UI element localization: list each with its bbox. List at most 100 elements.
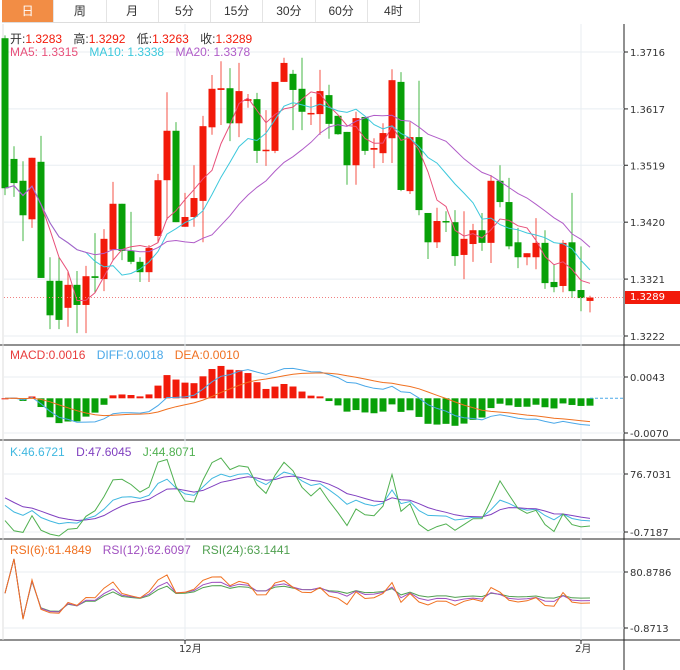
tab-15min[interactable]: 15分 <box>211 0 264 22</box>
candle-up <box>523 253 531 258</box>
price-tick-label: 1.3321 <box>630 275 665 286</box>
candle-up <box>163 130 171 181</box>
candle-down <box>136 261 144 273</box>
ma5-line <box>4 91 591 302</box>
macd-bar <box>298 391 306 399</box>
macd-bar <box>406 398 414 411</box>
candle-up <box>109 203 117 250</box>
macd-bar <box>280 383 288 399</box>
candle-down <box>514 242 522 258</box>
macd-bar <box>532 398 540 405</box>
low-label: 低: <box>136 32 153 46</box>
candle-up <box>244 99 252 101</box>
candle-up <box>181 216 189 227</box>
macd-bar <box>361 398 369 413</box>
candle-up <box>388 80 396 139</box>
tab-60min[interactable]: 60分 <box>315 0 368 22</box>
j-line <box>4 457 591 537</box>
period-tabs: 日 周 月 5分 15分 30分 60分 4时 <box>2 0 420 23</box>
macd-bar <box>352 398 360 411</box>
candle-down <box>289 73 297 90</box>
ma10-line <box>4 102 591 276</box>
candle-down <box>496 180 504 203</box>
macd-bar <box>505 398 513 406</box>
macd-bar <box>46 398 54 418</box>
macd-bar <box>118 394 126 399</box>
macd-bar <box>496 398 504 404</box>
macd-bar <box>244 373 252 399</box>
ma10-value: MA10: 1.3338 <box>89 45 165 59</box>
macd-value: MACD:0.0016 <box>10 348 86 362</box>
candle-up <box>199 126 207 201</box>
price-tick-label: 1.3222 <box>630 332 665 343</box>
rsi-tick-label: -0.8713 <box>630 624 669 635</box>
macd-bar <box>559 398 567 404</box>
candle-up <box>559 242 567 286</box>
macd-bar <box>190 383 198 399</box>
price-tick-label: 1.3420 <box>630 218 665 229</box>
tab-4h[interactable]: 4时 <box>367 0 420 22</box>
candle-down <box>424 212 432 243</box>
macd-bar <box>586 398 594 406</box>
price-tick-label: 1.3716 <box>630 48 665 59</box>
macd-bar <box>316 396 324 399</box>
ma-legend: MA5: 1.3315 MA10: 1.3338 MA20: 1.3378 <box>10 45 258 59</box>
macd-bar <box>64 398 72 422</box>
open-label: 开: <box>10 32 26 46</box>
macd-bar <box>343 398 351 412</box>
candle-up <box>280 62 288 82</box>
candle-up <box>145 248 153 273</box>
candle-down <box>37 161 45 278</box>
candle-down <box>91 276 99 278</box>
last-price-tag: 1.3289 <box>625 291 680 305</box>
rsi12-line <box>4 558 591 619</box>
close-value: 1.3289 <box>215 32 253 46</box>
d-line <box>4 475 591 522</box>
macd-bar <box>226 369 234 399</box>
macd-bar <box>217 365 225 399</box>
macd-bar <box>460 398 468 424</box>
date-label: 12月 <box>179 643 202 655</box>
macd-bar <box>91 398 99 413</box>
candle-up <box>370 148 378 150</box>
rsi12-value: RSI(12):62.6097 <box>102 543 191 557</box>
tab-30min[interactable]: 30分 <box>263 0 316 22</box>
candle-up <box>208 88 216 128</box>
rsi24-value: RSI(24):63.1441 <box>202 543 291 557</box>
candle-down <box>550 281 558 288</box>
macd-bar <box>388 398 396 405</box>
candle-down <box>325 95 333 124</box>
candle-down <box>577 290 585 299</box>
macd-bar <box>253 382 261 399</box>
tab-day[interactable]: 日 <box>2 0 55 22</box>
tab-5min[interactable]: 5分 <box>158 0 211 22</box>
tab-month[interactable]: 月 <box>106 0 159 22</box>
candle-down <box>568 242 576 292</box>
candle-down <box>478 230 486 243</box>
macd-bar <box>145 394 153 399</box>
candle-down <box>127 250 135 262</box>
kdj-legend: K:46.6721 D:47.6045 J:44.8071 <box>10 445 204 459</box>
d-value: D:47.6045 <box>76 445 132 459</box>
macd-bar <box>550 398 558 409</box>
j-value: J:44.8071 <box>142 445 196 459</box>
candle-up <box>64 284 72 308</box>
macd-bar <box>514 398 522 407</box>
macd-legend: MACD:0.0016 DIFF:0.0018 DEA:0.0010 <box>10 348 247 362</box>
candle-up <box>433 221 441 243</box>
candle-up <box>532 242 540 258</box>
macd-bar <box>109 395 117 399</box>
macd-bar <box>541 398 549 408</box>
candle-up <box>352 118 360 166</box>
rsi6-line <box>4 558 591 620</box>
diff-line <box>4 367 591 426</box>
macd-bar <box>523 398 531 407</box>
macd-bar <box>100 398 108 405</box>
low-value: 1.3263 <box>152 32 189 46</box>
candle-up <box>487 180 495 243</box>
candle-up <box>82 276 90 305</box>
candle-up <box>235 91 243 124</box>
macd-bar <box>37 398 45 408</box>
tab-week[interactable]: 周 <box>54 0 107 22</box>
